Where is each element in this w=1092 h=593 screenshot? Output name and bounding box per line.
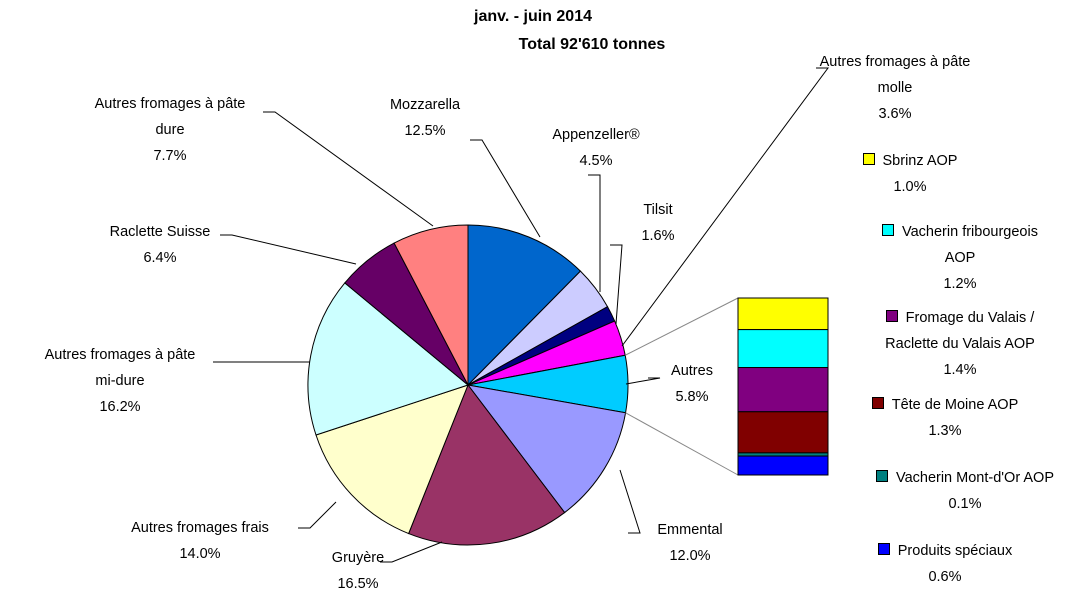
label-line: Fromage du Valais / Raclette du Valais A… — [865, 305, 1055, 357]
leader-line — [619, 469, 641, 534]
label-value: 3.6% — [878, 106, 912, 122]
pie-slice — [467, 224, 582, 387]
pie-slice — [307, 282, 470, 436]
connector — [625, 412, 739, 476]
label-value: 1.4% — [943, 362, 977, 378]
leader-line — [220, 234, 357, 265]
legend-swatch — [871, 397, 884, 409]
label-name: Autres fromages à pâte mi-dure — [44, 347, 196, 389]
legend-swatch — [885, 310, 898, 322]
label-value: 12.5% — [404, 123, 446, 139]
legend-swatch — [862, 153, 875, 165]
label-value: 0.6% — [928, 569, 962, 585]
leader-line — [298, 501, 337, 529]
label-name: Raclette Suisse — [109, 224, 211, 240]
label-line: Vacherin Mont-d'Or AOP — [845, 465, 1085, 491]
label-value: 4.5% — [579, 153, 613, 169]
label-name: Autres fromages à pâte molle — [819, 54, 971, 96]
label-value: 7.7% — [153, 148, 187, 164]
bar-label: Vacherin fribourgeois AOP 1.2% — [880, 219, 1040, 297]
label-value: 14.0% — [179, 546, 221, 562]
label-name: Autres fromages à pâte dure — [94, 96, 246, 138]
leader-line — [263, 111, 434, 227]
bar-label: Produits spéciaux 0.6% — [845, 538, 1045, 590]
leader-line — [588, 174, 601, 292]
label-value: 0.1% — [948, 496, 982, 512]
data-label: Mozzarella 12.5% — [365, 92, 485, 144]
leader-line — [380, 541, 443, 563]
label-value: 6.4% — [143, 250, 177, 266]
data-label: Autres fromages frais 14.0% — [95, 515, 305, 567]
label-name: Autres fromages frais — [131, 520, 269, 536]
data-label: Raclette Suisse 6.4% — [85, 219, 235, 271]
pie-slice — [466, 384, 627, 514]
label-line: Tête de Moine AOP — [845, 392, 1045, 418]
bar-segment — [737, 329, 829, 369]
label-name: Fromage du Valais / Raclette du Valais A… — [885, 310, 1035, 352]
leader-line — [610, 244, 623, 325]
label-name: Autres — [671, 363, 713, 379]
label-name: Mozzarella — [389, 97, 461, 113]
label-name: Tête de Moine AOP — [891, 397, 1019, 413]
label-value: 16.5% — [337, 576, 379, 592]
bar-segment — [737, 297, 829, 331]
data-label: Tilsit 1.6% — [628, 197, 688, 249]
legend-swatch — [882, 224, 895, 236]
leader-line — [621, 67, 829, 347]
label-name: Vacherin Mont-d'Or AOP — [895, 470, 1055, 486]
pie-slice — [393, 224, 469, 386]
label-value: 1.6% — [641, 228, 675, 244]
label-name: Produits spéciaux — [897, 543, 1013, 559]
data-label: Appenzeller® 4.5% — [536, 122, 656, 174]
label-name: Gruyère — [331, 550, 385, 566]
bar-label: Tête de Moine AOP 1.3% — [845, 392, 1045, 444]
leader-line — [625, 377, 661, 385]
data-label: Autres fromages à pâte dure 7.7% — [88, 91, 253, 169]
data-label: Autres fromages à pâte molle 3.6% — [808, 49, 983, 127]
data-label: Emmental 12.0% — [640, 517, 740, 569]
label-value: 1.3% — [928, 423, 962, 439]
label-name: Vacherin fribourgeois AOP — [902, 224, 1038, 266]
label-value: 12.0% — [669, 548, 711, 564]
legend-swatch — [877, 543, 890, 555]
data-label: Gruyère 16.5% — [308, 545, 408, 593]
leader-line — [470, 139, 541, 238]
data-label: Autres fromages à pâte mi-dure 16.2% — [36, 342, 204, 420]
data-label: Autres 5.8% — [652, 358, 732, 410]
label-line: Produits spéciaux — [845, 538, 1045, 564]
bar-label: Fromage du Valais / Raclette du Valais A… — [865, 305, 1055, 383]
bar-segment — [737, 411, 829, 454]
connector — [624, 297, 739, 356]
chart-title: janv. - juin 2014 — [474, 8, 592, 25]
label-name: Tilsit — [643, 202, 673, 218]
label-name: Sbrinz AOP — [882, 153, 958, 169]
bar-label: Sbrinz AOP 1.0% — [830, 148, 990, 200]
label-name: Appenzeller® — [552, 127, 640, 143]
bar-segment — [737, 455, 829, 476]
legend-swatch — [875, 470, 888, 482]
bar-segment — [737, 367, 829, 413]
pie-slice — [315, 384, 469, 535]
label-value: 16.2% — [99, 399, 141, 415]
chart-subtitle: Total 92'610 tonnes — [518, 36, 666, 53]
label-value: 5.8% — [675, 389, 709, 405]
pie-slice — [407, 383, 566, 546]
label-name: Emmental — [657, 522, 723, 538]
label-value: 1.0% — [893, 179, 927, 195]
label-line: Sbrinz AOP — [830, 148, 990, 174]
bar-label: Vacherin Mont-d'Or AOP 0.1% — [845, 465, 1085, 517]
label-line: Vacherin fribourgeois AOP — [880, 219, 1040, 271]
label-value: 1.2% — [943, 276, 977, 292]
